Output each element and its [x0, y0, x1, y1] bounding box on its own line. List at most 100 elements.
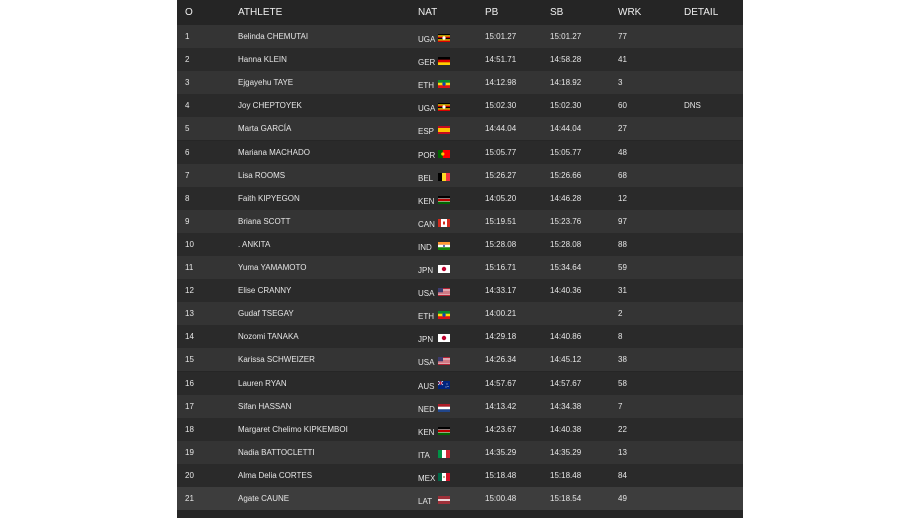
pb-cell: 15:02.30 — [485, 101, 517, 111]
nat-code: JPN — [418, 266, 434, 275]
pb-cell: 14:51.71 — [485, 55, 517, 65]
athlete-name[interactable]: Nadia BATTOCLETTI — [238, 447, 315, 457]
table-row[interactable]: 18 Margaret Chelimo KIPKEMBOI KEN 14:23.67 1… — [177, 417, 743, 441]
athlete-name[interactable]: Nozomi TANAKA — [238, 332, 299, 342]
table-row[interactable]: 17 Sifan HASSAN NED 14:13.42 14:34.38 7 — [177, 394, 743, 418]
sb-cell: 15:26.66 — [550, 170, 582, 180]
table-row[interactable]: 20 Alma Delia CORTES MEX 15:18.48 15:18.48 84 — [177, 463, 743, 487]
nat-code: GER — [418, 58, 436, 68]
header-sb[interactable]: SB — [550, 7, 564, 18]
wrk-cell: 27 — [618, 124, 627, 134]
nat-code: USA — [418, 358, 435, 368]
table-row[interactable]: 13 Gudaf TSEGAY ETH 14:00.21 2 — [177, 302, 743, 326]
sb-cell: 14:57.67 — [550, 378, 582, 388]
results-table: O ATHLETE NAT PB SB WRK DETAIL 1 Belinda … — [177, 0, 743, 518]
nat-code: IND — [418, 242, 432, 252]
athlete-name[interactable]: Alma Delia CORTES — [238, 470, 313, 480]
table-row[interactable]: 5 Marta GARCÍA ESP 14:44.04 14:44.04 27 — [177, 117, 743, 141]
wrk-cell: 60 — [618, 101, 627, 111]
italy-flag-icon — [438, 449, 450, 458]
header-detail[interactable]: DETAIL — [684, 7, 719, 18]
wrk-cell: 2 — [618, 309, 623, 319]
wrk-cell: 13 — [618, 447, 627, 457]
table-row[interactable]: 7 Lisa ROOMS BEL 15:26.27 15:26.66 68 — [177, 163, 743, 187]
australia-flag-icon — [438, 380, 450, 389]
sb-cell: 15:18.54 — [550, 494, 582, 503]
table-row[interactable]: 15 Karissa SCHWEIZER USA 14:26.34 14:45.12 38 — [177, 348, 743, 372]
athlete-name[interactable]: Elise CRANNY — [238, 286, 292, 296]
ethiopia-flag-icon — [438, 311, 450, 320]
germany-flag-icon — [438, 57, 450, 66]
wrk-cell: 58 — [618, 378, 627, 388]
nat-code: UGA — [418, 35, 436, 44]
table-row[interactable]: 21 Agate CAUNE LAT 15:00.48 15:18.54 49 — [177, 487, 743, 510]
uganda-flag-icon — [438, 34, 450, 42]
table-row[interactable]: 19 Nadia BATTOCLETTI ITA 14:35.29 14:35.29 13 — [177, 440, 743, 464]
header-athlete[interactable]: ATHLETE — [238, 7, 283, 18]
kenya-flag-icon — [438, 426, 450, 435]
wrk-cell: 41 — [618, 55, 627, 65]
header-nat[interactable]: NAT — [418, 7, 438, 18]
order-cell: 13 — [185, 309, 194, 319]
athlete-name[interactable]: Briana SCOTT — [238, 216, 291, 226]
athlete-name[interactable]: Gudaf TSEGAY — [238, 309, 294, 319]
order-cell: 16 — [185, 378, 194, 388]
pb-cell: 14:33.17 — [485, 286, 517, 296]
table-row[interactable]: 2 Hanna KLEIN GER 14:51.71 14:58.28 41 — [177, 48, 743, 72]
table-row[interactable]: 3 Ejgayehu TAYE ETH 14:12.98 14:18.92 3 — [177, 71, 743, 95]
japan-flag-icon — [438, 334, 450, 343]
header-wrk[interactable]: WRK — [618, 7, 642, 18]
athlete-name[interactable]: Sifan HASSAN — [238, 401, 292, 411]
pb-cell: 14:05.20 — [485, 193, 517, 203]
table-row[interactable]: 1 Belinda CHEMUTAI UGA 15:01.27 15:01.27 77 — [177, 25, 743, 48]
athlete-name[interactable]: Marta GARCÍA — [238, 124, 292, 134]
table-row[interactable]: 6 Mariana MACHADO POR 15:05.77 15:05.77 48 — [177, 140, 743, 164]
athlete-name[interactable]: Hanna KLEIN — [238, 55, 287, 65]
athlete-name[interactable]: Lisa ROOMS — [238, 170, 286, 180]
pb-cell: 15:28.08 — [485, 239, 517, 249]
header-pb[interactable]: PB — [485, 7, 499, 18]
order-cell: 6 — [185, 147, 190, 157]
athlete-name[interactable]: Faith KIPYEGON — [238, 193, 300, 203]
table-row[interactable]: 4 Joy CHEPTOYEK UGA 15:02.30 15:02.30 60 DNS — [177, 94, 743, 118]
nat-code: KEN — [418, 427, 435, 437]
athlete-name[interactable]: . ANKITA — [238, 239, 271, 249]
athlete-name[interactable]: Lauren RYAN — [238, 378, 287, 388]
table-row[interactable]: 9 Briana SCOTT CAN 15:19.51 15:23.76 97 — [177, 209, 743, 233]
order-cell: 5 — [185, 124, 190, 134]
nat-code: BEL — [418, 173, 434, 183]
netherlands-flag-icon — [438, 403, 450, 412]
pb-cell: 14:13.42 — [485, 401, 517, 411]
nat-code: LAT — [418, 497, 433, 506]
athlete-name[interactable]: Belinda CHEMUTAI — [238, 32, 309, 41]
athlete-name[interactable]: Margaret Chelimo KIPKEMBOI — [238, 424, 348, 434]
nat-code: ESP — [418, 127, 435, 137]
nat-code: USA — [418, 289, 435, 299]
header-order[interactable]: O — [185, 7, 193, 18]
canada-flag-icon — [438, 218, 450, 227]
usa-flag-icon — [438, 357, 450, 366]
pb-cell: 15:16.71 — [485, 263, 517, 272]
sb-cell: 15:28.08 — [550, 239, 582, 249]
table-row[interactable]: 11 Yuma YAMAMOTO JPN 15:16.71 15:34.64 59 — [177, 256, 743, 279]
sb-cell: 14:40.86 — [550, 332, 582, 342]
wrk-cell: 7 — [618, 401, 623, 411]
athlete-name[interactable]: Agate CAUNE — [238, 494, 290, 503]
table-row[interactable]: 12 Elise CRANNY USA 14:33.17 14:40.36 31 — [177, 279, 743, 303]
athlete-name[interactable]: Ejgayehu TAYE — [238, 78, 294, 88]
athlete-name[interactable]: Joy CHEPTOYEK — [238, 101, 302, 111]
portugal-flag-icon — [438, 149, 450, 158]
wrk-cell: 31 — [618, 286, 627, 296]
table-row[interactable]: 8 Faith KIPYEGON KEN 14:05.20 14:46.28 12 — [177, 186, 743, 210]
sb-cell: 14:46.28 — [550, 193, 582, 203]
table-row[interactable]: 14 Nozomi TANAKA JPN 14:29.18 14:40.86 8 — [177, 325, 743, 349]
pb-cell: 14:57.67 — [485, 378, 517, 388]
order-cell: 9 — [185, 216, 190, 226]
table-row[interactable]: 16 Lauren RYAN AUS 14:57.67 14:57.67 58 — [177, 371, 743, 395]
pb-cell: 15:18.48 — [485, 470, 517, 480]
athlete-name[interactable]: Yuma YAMAMOTO — [238, 263, 307, 272]
wrk-cell: 88 — [618, 239, 627, 249]
athlete-name[interactable]: Karissa SCHWEIZER — [238, 355, 315, 365]
table-row[interactable]: 10 . ANKITA IND 15:28.08 15:28.08 88 — [177, 232, 743, 256]
athlete-name[interactable]: Mariana MACHADO — [238, 147, 311, 157]
